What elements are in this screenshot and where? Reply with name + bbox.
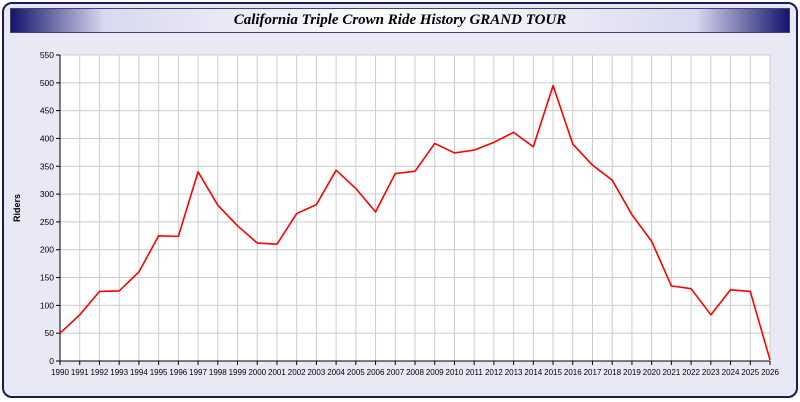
svg-text:200: 200	[40, 245, 54, 255]
svg-text:2024: 2024	[722, 368, 740, 377]
svg-text:2001: 2001	[268, 368, 286, 377]
svg-text:2010: 2010	[446, 368, 464, 377]
svg-text:1995: 1995	[150, 368, 168, 377]
svg-text:2025: 2025	[741, 368, 759, 377]
svg-text:350: 350	[40, 161, 54, 171]
svg-text:2019: 2019	[623, 368, 641, 377]
chart-title-bar: California Triple Crown Ride History GRA…	[10, 8, 790, 33]
svg-text:Riders: Riders	[12, 194, 22, 222]
svg-text:1996: 1996	[169, 368, 187, 377]
svg-text:2012: 2012	[485, 368, 503, 377]
svg-text:2009: 2009	[426, 368, 444, 377]
svg-text:300: 300	[40, 189, 54, 199]
svg-text:250: 250	[40, 217, 54, 227]
chart-container: 0 50 100 150 200 250 300 350 400 450 500 550 1990 199…	[8, 41, 792, 391]
svg-text:150: 150	[40, 273, 54, 283]
svg-text:1990: 1990	[51, 368, 69, 377]
svg-text:2004: 2004	[327, 368, 345, 377]
svg-text:1998: 1998	[209, 368, 227, 377]
svg-text:2022: 2022	[682, 368, 700, 377]
svg-text:2005: 2005	[347, 368, 365, 377]
svg-text:2014: 2014	[524, 368, 542, 377]
svg-text:1993: 1993	[110, 368, 128, 377]
svg-text:2002: 2002	[288, 368, 306, 377]
svg-text:2023: 2023	[702, 368, 720, 377]
svg-text:2016: 2016	[564, 368, 582, 377]
svg-text:2007: 2007	[386, 368, 404, 377]
svg-text:0: 0	[49, 356, 54, 366]
svg-text:1994: 1994	[130, 368, 148, 377]
svg-text:2021: 2021	[662, 368, 680, 377]
svg-text:2026: 2026	[761, 368, 779, 377]
svg-text:2017: 2017	[584, 368, 602, 377]
svg-text:50: 50	[45, 328, 55, 338]
svg-text:1992: 1992	[91, 368, 109, 377]
svg-text:2013: 2013	[505, 368, 523, 377]
svg-text:2008: 2008	[406, 368, 424, 377]
svg-text:450: 450	[40, 106, 54, 116]
svg-text:550: 550	[40, 50, 54, 60]
chart-title: California Triple Crown Ride History GRA…	[233, 12, 567, 28]
svg-text:400: 400	[40, 133, 54, 143]
svg-text:1997: 1997	[189, 368, 207, 377]
svg-text:100: 100	[40, 300, 54, 310]
svg-text:2011: 2011	[466, 368, 484, 377]
svg-text:500: 500	[40, 78, 54, 88]
svg-text:2018: 2018	[603, 368, 621, 377]
svg-text:2003: 2003	[307, 368, 325, 377]
svg-text:1991: 1991	[71, 368, 89, 377]
svg-text:2020: 2020	[643, 368, 661, 377]
svg-text:1999: 1999	[229, 368, 247, 377]
svg-text:2006: 2006	[367, 368, 385, 377]
svg-text:2000: 2000	[248, 368, 266, 377]
svg-text:2015: 2015	[544, 368, 562, 377]
